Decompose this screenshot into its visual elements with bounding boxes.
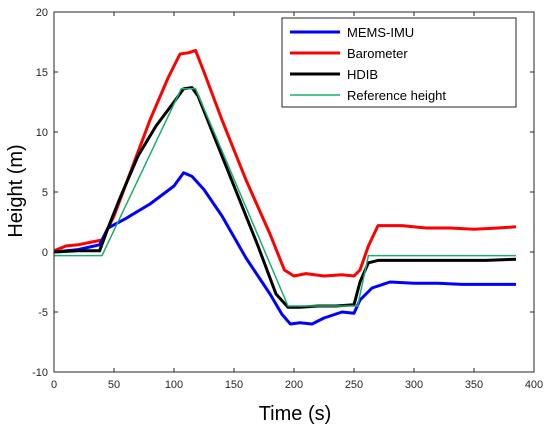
x-tick-label: 0 <box>51 379 57 391</box>
x-tick-label: 350 <box>465 379 483 391</box>
legend-entry-barometer: Barometer <box>290 46 408 61</box>
legend-label-mems-imu: MEMS-IMU <box>347 25 414 40</box>
x-tick-label: 200 <box>285 379 303 391</box>
y-tick-label: 10 <box>36 127 48 139</box>
y-tick-label: -10 <box>32 367 48 379</box>
series-line-hdib <box>53 86 517 309</box>
legend-label-hdib: HDIB <box>347 67 378 82</box>
x-tick-label: 50 <box>108 379 120 391</box>
legend-entry-reference-height: Reference height <box>290 88 446 103</box>
x-tick-label: 150 <box>225 379 243 391</box>
x-tick-label: 300 <box>405 379 423 391</box>
series-line-reference-height <box>54 88 516 307</box>
y-tick-label: 5 <box>42 187 48 199</box>
x-axis-title: Time (s) <box>259 403 332 425</box>
legend-entry-mems-imu: MEMS-IMU <box>290 25 414 40</box>
y-tick-label: -5 <box>38 307 48 319</box>
y-tick-label: 0 <box>42 247 48 259</box>
series-line-mems-imu <box>53 171 516 326</box>
legend-label-barometer: Barometer <box>347 46 408 61</box>
legend-label-reference-height: Reference height <box>347 88 446 103</box>
series-lines <box>53 48 517 326</box>
x-tick-label: 250 <box>345 379 363 391</box>
axis-ticks <box>53 11 535 373</box>
legend-entry-hdib: HDIB <box>290 67 378 82</box>
y-tick-label: 15 <box>36 67 48 79</box>
x-tick-label: 100 <box>165 379 183 391</box>
axis-tick-labels: 0 50 100 150 200 250 300 350 400 -10 -5 0 5 10 15 20 <box>32 7 543 391</box>
legend: MEMS-IMU Barometer HDIB Reference height <box>281 17 517 108</box>
y-axis-title: Height (m) <box>5 144 27 237</box>
x-tick-label: 400 <box>525 379 543 391</box>
y-tick-label: 20 <box>36 7 48 19</box>
